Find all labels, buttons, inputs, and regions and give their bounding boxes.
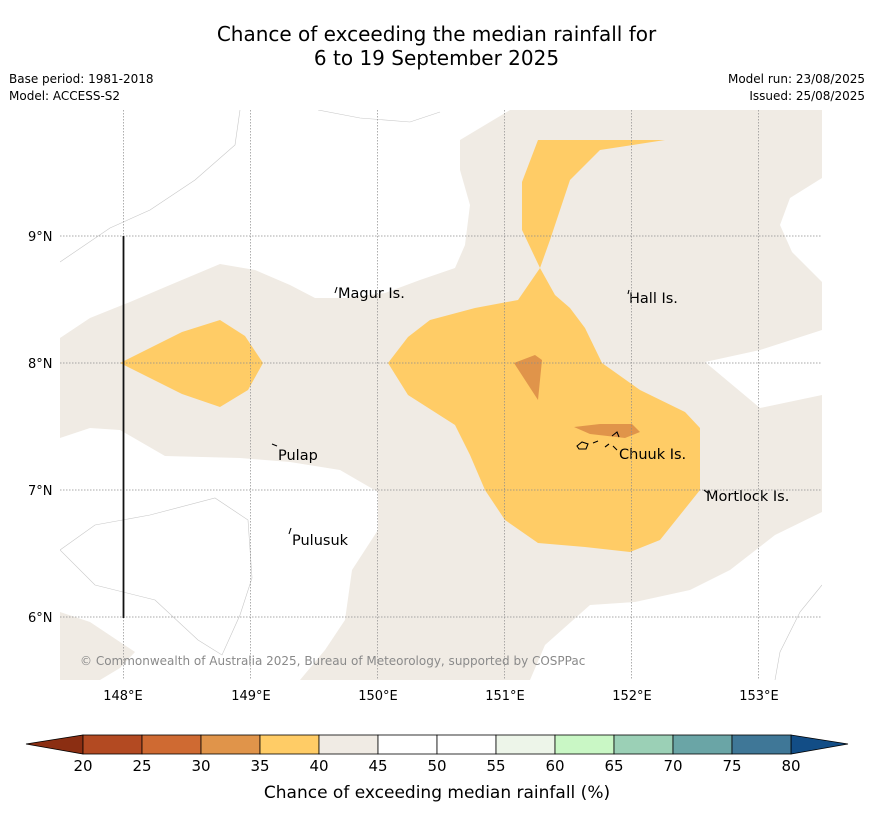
band-40-45-corner (60, 612, 135, 680)
lon-label: 149°E (231, 689, 271, 704)
lat-axis: 9°N 8°N 7°N 6°N (28, 230, 53, 626)
colorbar-swatch (436, 734, 497, 755)
place-label: Mortlock Is. (706, 489, 789, 505)
chart-title: Chance of exceeding the median rainfall … (0, 22, 873, 70)
lon-label: 148°E (103, 689, 143, 704)
magur-marker (334, 286, 338, 294)
colorbar-swatch (613, 734, 674, 755)
colorbar-tick-label: 70 (663, 757, 682, 775)
lat-label: 7°N (28, 484, 53, 499)
lon-axis: 148°E 149°E 150°E 151°E 152°E 153°E (103, 689, 779, 704)
title-line-2: 6 to 19 September 2025 (313, 46, 560, 70)
issued-date: Issued: 25/08/2025 (749, 89, 865, 103)
mortlock-marker (703, 489, 709, 494)
colorbar-tick-label: 40 (309, 757, 328, 775)
colorbar-swatch (672, 734, 733, 755)
colorbar-swatch (82, 734, 143, 755)
title-line-1: Chance of exceeding the median rainfall … (216, 22, 657, 46)
colorbar-tick-label: 60 (545, 757, 564, 775)
colorbar-under-arrow (25, 734, 84, 755)
colorbar-swatch (318, 734, 379, 755)
colorbar-tick-label: 45 (368, 757, 387, 775)
colorbar-tick-label: 80 (781, 757, 800, 775)
model-name: Model: ACCESS-S2 (9, 89, 121, 103)
band-35-40-west (120, 320, 263, 407)
colorbar-swatch (731, 734, 792, 755)
band-35-40-central (388, 140, 700, 552)
chuuk-lagoon-marker (576, 431, 620, 451)
contour-lines (60, 110, 822, 680)
colorbar-tick-label: 65 (604, 757, 623, 775)
place-label: Chuuk Is. (619, 447, 686, 463)
colorbar-over-arrow (790, 734, 849, 755)
hall-marker (627, 289, 630, 295)
lon-label: 151°E (485, 689, 525, 704)
colorbar-swatch (259, 734, 320, 755)
place-label: Pulap (278, 448, 318, 464)
colorbar-swatch (377, 734, 438, 755)
colorbar-tick-label: 75 (722, 757, 741, 775)
colorbar-swatch (141, 734, 202, 755)
place-label: Pulusuk (292, 533, 349, 549)
colorbar-tick-label: 20 (73, 757, 92, 775)
lat-label: 9°N (28, 230, 53, 245)
colorbar-swatch (554, 734, 615, 755)
colorbar-tick-label: 35 (250, 757, 269, 775)
colorbar-swatch (495, 734, 556, 755)
lon-label: 150°E (358, 689, 398, 704)
island-markers (271, 286, 709, 535)
meta-right: Model run: 23/08/2025 Issued: 25/08/2025 (728, 71, 865, 105)
model-run: Model run: 23/08/2025 (727, 72, 865, 86)
band-30-35-chuuk (574, 424, 640, 438)
base-period: Base period: 1981-2018 (9, 72, 154, 86)
place-label: Hall Is. (629, 291, 678, 307)
colorbar-tick-label: 55 (486, 757, 505, 775)
map-area: Magur Is. Hall Is. Pulap Chuuk Is. Mortl… (60, 110, 822, 680)
colorbar-tick-label: 25 (132, 757, 151, 775)
colorbar: 20 25 30 35 40 45 50 55 60 65 70 75 80 Chance of exc… (25, 734, 849, 803)
pulap-marker (271, 443, 278, 447)
lat-label: 6°N (28, 611, 53, 626)
colorbar-swatches (82, 734, 792, 755)
colorbar-tick-label: 50 (427, 757, 446, 775)
lon-label: 153°E (739, 689, 779, 704)
pulusuk-marker (288, 527, 292, 535)
lon-label: 152°E (612, 689, 652, 704)
credit-text: © Commonwealth of Australia 2025, Bureau… (80, 654, 585, 668)
colorbar-swatch (200, 734, 261, 755)
colorbar-ticks: 20 25 30 35 40 45 50 55 60 65 70 75 80 (73, 757, 800, 775)
gridlines (60, 110, 822, 680)
meta-left: Base period: 1981-2018 Model: ACCESS-S2 (9, 71, 154, 105)
place-label: Magur Is. (338, 286, 405, 302)
band-30-35-north (514, 355, 542, 400)
colorbar-label: Chance of exceeding median rainfall (%) (264, 783, 610, 803)
colorbar-tick-label: 30 (191, 757, 210, 775)
lat-label: 8°N (28, 357, 53, 372)
